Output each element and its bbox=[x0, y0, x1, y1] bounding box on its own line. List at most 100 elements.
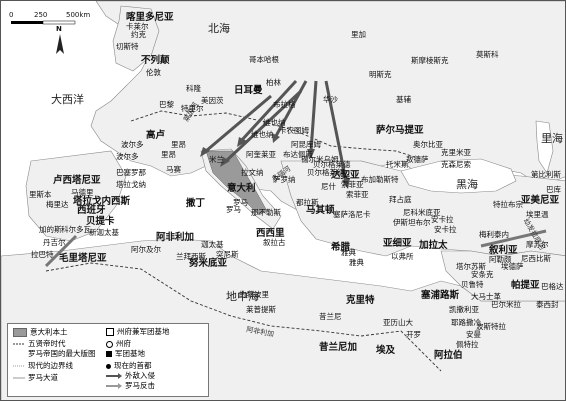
region-crete: 克里特 bbox=[346, 295, 375, 306]
city-odessa: 敖德萨 bbox=[406, 155, 429, 164]
city-riga: 里加 bbox=[351, 30, 366, 39]
city-tbilisi: 第比利斯 bbox=[531, 170, 561, 179]
city-tingis: 丹吉尔 bbox=[43, 238, 66, 247]
counter-arrow-icon bbox=[106, 383, 122, 389]
legend-label-roman-max: 罗马帝国的最大版图 bbox=[28, 349, 96, 358]
city-belgrade: 贝尔格莱德 bbox=[313, 160, 351, 169]
legend-roman-road: 罗马大道 bbox=[13, 374, 58, 382]
city-byzantium: 拜占庭 bbox=[389, 195, 412, 204]
invasion-arrow-4 bbox=[324, 80, 348, 182]
scale-tick-0: 0 bbox=[9, 11, 14, 19]
arrowhead-2 bbox=[272, 133, 280, 143]
city-ankara2: 安卡拉 bbox=[431, 215, 454, 224]
city-crimea: 克里米亚 bbox=[441, 148, 471, 157]
city-bordeaux: 波尔多 bbox=[116, 152, 139, 161]
north-label: N bbox=[56, 25, 62, 33]
modern-capital-dot-icon bbox=[106, 363, 111, 369]
city-camulodunum: 卡莱尔 bbox=[126, 22, 149, 31]
city-athenae: 雅典 bbox=[349, 258, 364, 267]
arrowhead-1 bbox=[237, 137, 247, 147]
city-treveri: 特里尔 bbox=[181, 104, 204, 113]
road-line-icon bbox=[13, 377, 25, 379]
city-tomis: 托米斯 bbox=[386, 160, 409, 169]
region-sardinia: 撒丁 bbox=[186, 198, 206, 209]
region-macedonia: 马其顿 bbox=[306, 205, 335, 216]
scale-tick-250: 250 bbox=[34, 11, 48, 19]
dashed-line-icon bbox=[13, 343, 25, 345]
city-aquileia: 阿奎莱亚 bbox=[246, 150, 276, 159]
legend-five-emperors: 五贤帝时代 bbox=[13, 340, 66, 348]
city-sofia: 索菲亚 bbox=[341, 180, 364, 189]
legend-label-provincial-capital: 州府 bbox=[116, 339, 131, 348]
land-levant bbox=[440, 250, 565, 302]
city-deva: 切斯特 bbox=[116, 42, 139, 51]
city-bostra: 波斯特拉 bbox=[476, 322, 506, 331]
scale-bar bbox=[11, 20, 76, 25]
city-ancyra: 安卡拉 bbox=[434, 225, 457, 234]
city-mosul: 摩苏尔 bbox=[526, 240, 549, 249]
city-smolensk: 斯摩棱斯克 bbox=[411, 56, 449, 65]
legend-label-italia-home: 意大利本土 bbox=[30, 327, 68, 337]
legend-label-roman-road: 罗马大道 bbox=[28, 373, 58, 382]
city-ctesiphon: 泰西封 bbox=[536, 300, 559, 309]
city-minsk: 明斯克 bbox=[369, 70, 392, 79]
city-mediolanum: 米兰 bbox=[209, 155, 224, 164]
sea-label-caspian: 里海 bbox=[541, 132, 563, 145]
city-thessalonica: 塞萨洛尼卡 bbox=[333, 210, 371, 219]
counter-arrow-mauretania bbox=[44, 234, 78, 268]
region-cyprus: 塞浦路斯 bbox=[421, 290, 460, 301]
city-tripoli: 的黎波里 bbox=[239, 290, 269, 299]
city-rabat: 拉巴特 bbox=[31, 250, 54, 259]
city-palmyra: 巴尔米拉 bbox=[491, 300, 521, 309]
city-emerita: 梅里达 bbox=[46, 200, 69, 209]
region-arabia: 阿拉伯 bbox=[434, 350, 463, 361]
legend-invasion: 外敌入侵 bbox=[106, 372, 155, 380]
city-lambaesis: 兰拜西斯 bbox=[176, 252, 206, 261]
city-alexandria: 亚历山大 bbox=[383, 318, 413, 327]
legend-modern-capital: 现在的首都 bbox=[106, 362, 152, 370]
legend-roman-max: 罗马帝国的最大版图 bbox=[28, 350, 96, 358]
region-asia: 亚细亚 bbox=[383, 238, 412, 249]
counter-arrow-east bbox=[480, 229, 547, 248]
invasion-arrow-2 bbox=[274, 80, 308, 137]
city-singidunum: 贝尔格莱德 bbox=[307, 168, 345, 177]
land-iberia bbox=[25, 150, 127, 242]
region-egypt: 埃及 bbox=[376, 345, 396, 356]
city-ravenna: 拉文纳 bbox=[241, 168, 264, 177]
region-caledonia: 喀里多尼亚 bbox=[126, 12, 174, 23]
legend-counterattack: 罗马反击 bbox=[106, 382, 155, 390]
region-tarraconensis: 塔拉戈内西斯 bbox=[73, 196, 131, 207]
city-carthago-nova: 新迦太基 bbox=[89, 228, 119, 237]
city-damascus: 大马士革 bbox=[471, 292, 501, 301]
city-marseille: 马赛 bbox=[166, 165, 181, 174]
city-burdigala: 波尔多 bbox=[121, 140, 144, 149]
city-warsaw: 华沙 bbox=[323, 95, 338, 104]
city-syracusae: 叙拉古 bbox=[263, 238, 286, 247]
region-armenia: 亚美尼亚 bbox=[521, 195, 560, 206]
region-sicilia: 西西里 bbox=[256, 228, 285, 239]
invasion-arrows bbox=[205, 79, 348, 182]
city-caesarea: 凯撒利亚 bbox=[449, 305, 479, 314]
capital-circle-icon bbox=[106, 340, 113, 348]
city-amman: 安曼 bbox=[466, 330, 481, 339]
city-serdica: 索菲亚 bbox=[346, 190, 369, 199]
italia-swatch bbox=[13, 328, 27, 337]
city-corduba: 科尔多瓦 bbox=[61, 225, 91, 234]
city-edessa: 埃德萨 bbox=[501, 262, 524, 271]
city-olbia: 奥尔比亚 bbox=[413, 140, 443, 149]
city-petra: 佩特拉 bbox=[456, 340, 479, 349]
city-algiers: 阿尔及尔 bbox=[131, 245, 161, 254]
region-parthia: 帕提亚 bbox=[511, 280, 540, 291]
city-budapest: 布达佩斯 bbox=[283, 150, 313, 159]
legend-label-legion-camp: 军团基地 bbox=[115, 349, 145, 358]
region-britannia: 不列颠 bbox=[141, 55, 170, 66]
city-lisbon: 里斯本 bbox=[29, 190, 52, 199]
city-carthago: 迦太基 bbox=[201, 240, 224, 249]
city-salona: 萨罗纳 bbox=[273, 175, 296, 184]
city-nisibis: 尼西比斯 bbox=[521, 254, 551, 263]
city-gades: 加的斯 bbox=[39, 225, 62, 234]
city-moguntiacum: 美因茨 bbox=[201, 96, 224, 105]
arrowhead-4 bbox=[342, 178, 350, 189]
map-legend: 意大利本土 五贤帝时代 罗马帝国的最大版图 现代的边界线 罗马大道 州府兼军团基… bbox=[7, 323, 209, 397]
region-mauretania: 毛里塔尼亚 bbox=[59, 253, 107, 264]
